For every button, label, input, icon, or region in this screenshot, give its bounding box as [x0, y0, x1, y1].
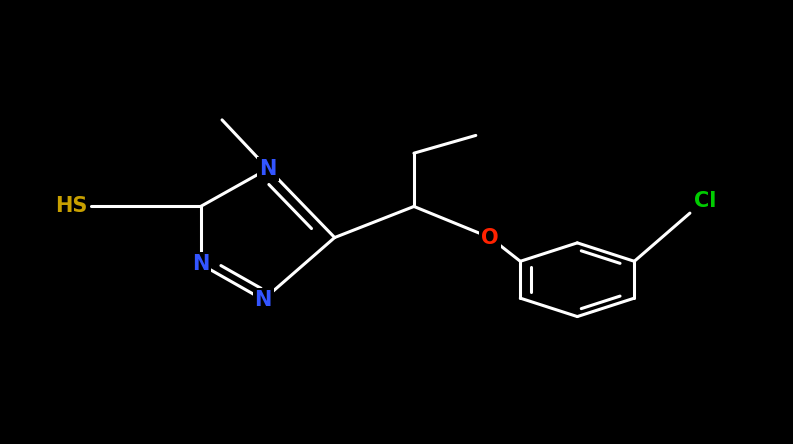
Text: HS: HS — [55, 196, 87, 217]
Text: O: O — [481, 227, 499, 248]
Text: Cl: Cl — [694, 191, 716, 211]
Text: N: N — [259, 159, 277, 179]
Text: N: N — [255, 289, 272, 310]
Text: N: N — [192, 254, 209, 274]
